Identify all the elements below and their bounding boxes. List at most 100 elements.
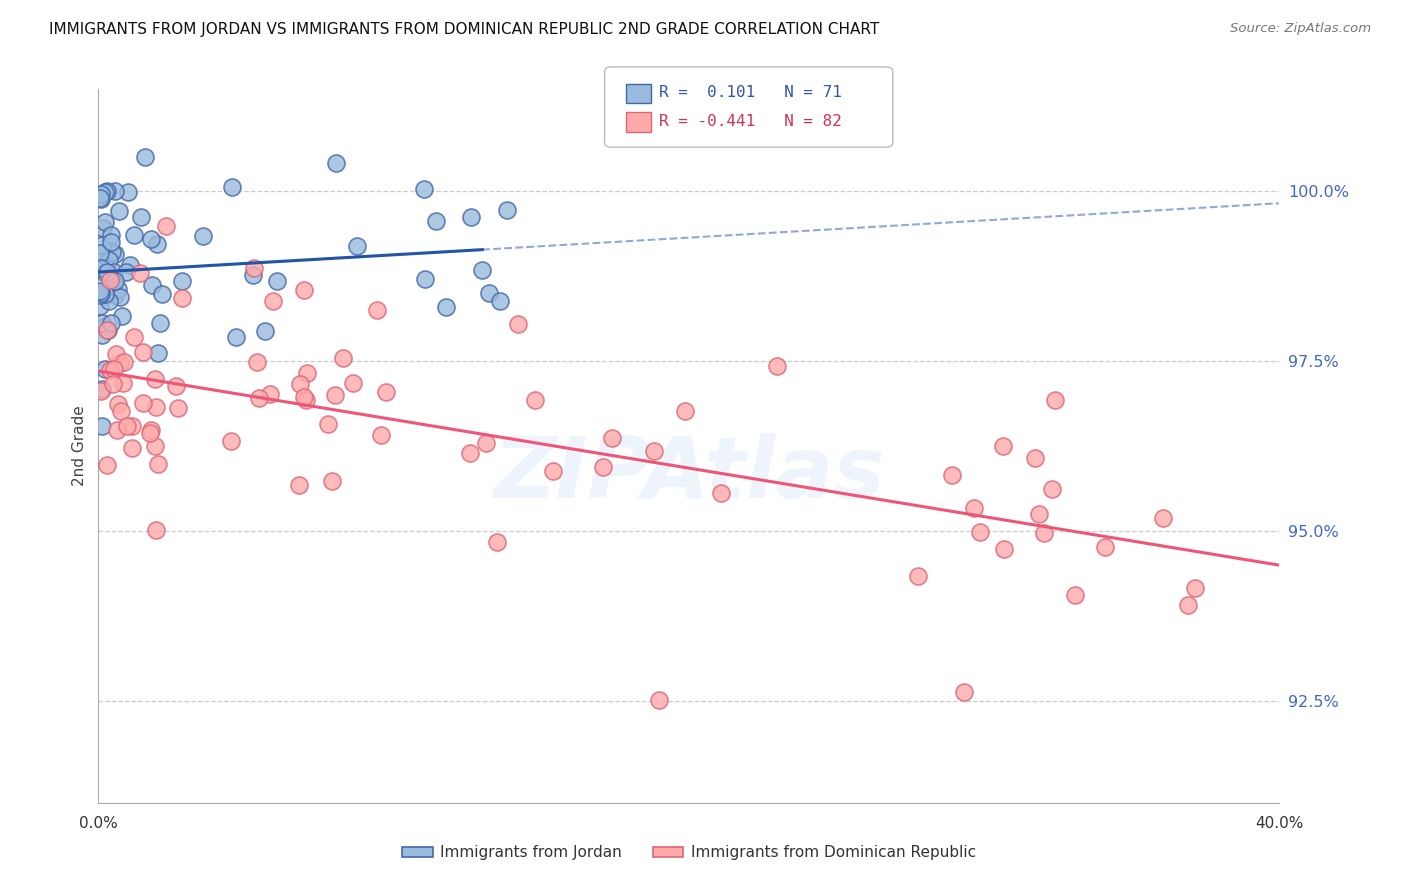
Point — [94, 215, 117, 229]
Point — [941, 468, 963, 483]
Point — [104, 287, 127, 301]
Y-axis label: 2nd Grade: 2nd Grade — [72, 406, 87, 486]
Point — [325, 388, 347, 402]
Point — [91, 382, 114, 396]
Point — [165, 379, 187, 393]
Text: IMMIGRANTS FROM JORDAN VS IMMIGRANTS FROM DOMINICAN REPUBLIC 2ND GRADE CORRELATI: IMMIGRANTS FROM JORDAN VS IMMIGRANTS FRO… — [49, 22, 880, 37]
Point — [90, 286, 112, 301]
Point — [1177, 598, 1199, 612]
Point — [495, 202, 517, 217]
Text: ZIPAtlas: ZIPAtlas — [494, 433, 884, 516]
Point — [93, 267, 115, 281]
Point — [1028, 507, 1050, 521]
Point — [90, 384, 112, 399]
Point — [145, 401, 167, 415]
Point — [138, 426, 160, 441]
Point — [1064, 588, 1087, 602]
Text: R = -0.441   N = 82: R = -0.441 N = 82 — [659, 114, 842, 128]
Point — [643, 444, 665, 458]
Point — [434, 300, 457, 314]
Point — [117, 185, 139, 199]
Point — [262, 294, 284, 309]
Point — [242, 260, 264, 275]
Point — [90, 261, 112, 276]
Point — [91, 238, 114, 252]
Point — [146, 346, 169, 360]
Point — [101, 283, 124, 297]
Point — [132, 345, 155, 359]
Point — [524, 393, 547, 408]
Point — [104, 347, 127, 361]
Point — [141, 423, 163, 437]
Point — [710, 486, 733, 500]
Point — [96, 323, 118, 337]
Point — [149, 316, 172, 330]
Point — [477, 285, 499, 300]
Point — [93, 286, 115, 301]
Point — [103, 361, 125, 376]
Point — [193, 228, 215, 243]
Point — [1033, 525, 1056, 540]
Point — [370, 428, 392, 442]
Point — [346, 239, 368, 253]
Legend: Immigrants from Jordan, Immigrants from Dominican Republic: Immigrants from Jordan, Immigrants from … — [396, 839, 981, 866]
Point — [98, 363, 121, 377]
Point — [366, 302, 388, 317]
Point — [90, 327, 112, 342]
Point — [108, 204, 131, 219]
Point — [110, 356, 132, 370]
Point — [242, 268, 264, 283]
Point — [259, 387, 281, 401]
Point — [172, 291, 194, 305]
Point — [134, 150, 156, 164]
Point — [93, 320, 115, 334]
Point — [321, 474, 343, 488]
Point — [139, 232, 162, 246]
Point — [1184, 581, 1206, 595]
Point — [765, 359, 787, 373]
Point — [89, 255, 111, 269]
Point — [221, 434, 243, 448]
Point — [146, 457, 169, 471]
Point — [486, 535, 509, 549]
Point — [97, 293, 120, 308]
Point — [89, 190, 111, 204]
Point — [100, 227, 122, 242]
Point — [96, 458, 118, 472]
Point — [374, 384, 396, 399]
Point — [332, 351, 354, 366]
Point — [1094, 540, 1116, 554]
Point — [91, 418, 114, 433]
Point — [94, 362, 117, 376]
Point — [91, 317, 114, 331]
Point — [600, 431, 623, 445]
Point — [107, 281, 129, 295]
Point — [110, 404, 132, 418]
Point — [129, 211, 152, 225]
Point — [96, 184, 118, 198]
Point — [103, 265, 125, 279]
Point — [98, 273, 121, 287]
Point — [415, 272, 437, 286]
Point — [89, 246, 111, 260]
Point — [1152, 511, 1174, 525]
Point — [1024, 451, 1046, 466]
Point — [316, 417, 339, 431]
Point — [1040, 482, 1063, 496]
Point — [342, 376, 364, 390]
Point — [100, 245, 122, 260]
Point — [107, 397, 129, 411]
Point — [541, 464, 564, 478]
Point — [90, 192, 112, 206]
Point — [247, 391, 270, 405]
Point — [413, 182, 436, 196]
Point — [145, 236, 167, 251]
Point — [145, 523, 167, 537]
Point — [458, 446, 481, 460]
Point — [953, 685, 976, 699]
Point — [592, 460, 614, 475]
Point — [993, 541, 1015, 556]
Point — [1043, 392, 1066, 407]
Point — [295, 393, 318, 408]
Point — [991, 439, 1014, 453]
